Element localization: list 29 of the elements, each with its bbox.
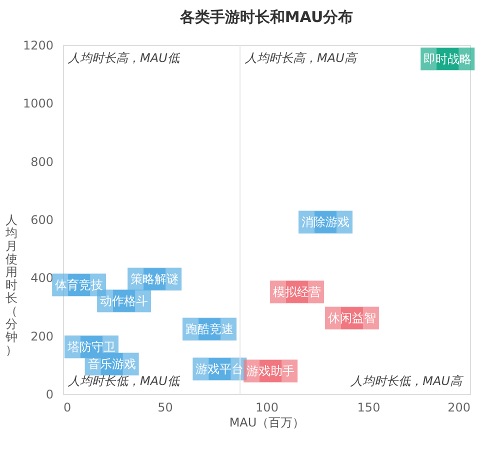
y-tick-label: 0 <box>46 388 54 402</box>
chart-title: 各类手游时长和MAU分布 <box>178 8 354 26</box>
x-axis-title: MAU（百万） <box>229 416 305 430</box>
x-tick-label: 0 <box>64 400 72 414</box>
annotation: 音乐游戏 <box>88 357 136 372</box>
annotation: 休闲益智 <box>328 311 376 326</box>
annotation: 模拟经营 <box>273 284 322 299</box>
x-tick-label: 150 <box>357 400 380 414</box>
annotation: 体育竞技 <box>55 278 104 292</box>
x-tick-label: 50 <box>158 400 173 414</box>
annotation: 人均时长低，MAU高 <box>350 374 464 388</box>
annotation: 动作格斗 <box>100 294 148 308</box>
annotation: 游戏助手 <box>246 364 295 378</box>
y-tick-label: 1200 <box>22 38 54 52</box>
x-tick-label: 100 <box>256 400 278 414</box>
annotation: 塔防守卫 <box>66 340 116 354</box>
y-tick-label: 1000 <box>22 96 54 111</box>
y-tick-label: 800 <box>30 154 54 169</box>
y-tick-label: 200 <box>30 329 54 344</box>
annotation: 人均时长低，MAU低 <box>67 374 180 388</box>
x-tick-label: 200 <box>448 400 470 414</box>
annotation: 人均时长高，MAU低 <box>67 51 180 65</box>
text: 人均月使用时长（分钟） <box>6 213 18 357</box>
annotation: 消除游戏 <box>302 215 350 230</box>
annotation: 跑酷竞速 <box>186 322 234 336</box>
annotation: 策略解谜 <box>130 272 179 286</box>
y-tick-label: 600 <box>30 213 54 227</box>
annotation: 即时战略 <box>424 52 472 66</box>
annotation: 人均时长高，MAU高 <box>244 51 358 65</box>
